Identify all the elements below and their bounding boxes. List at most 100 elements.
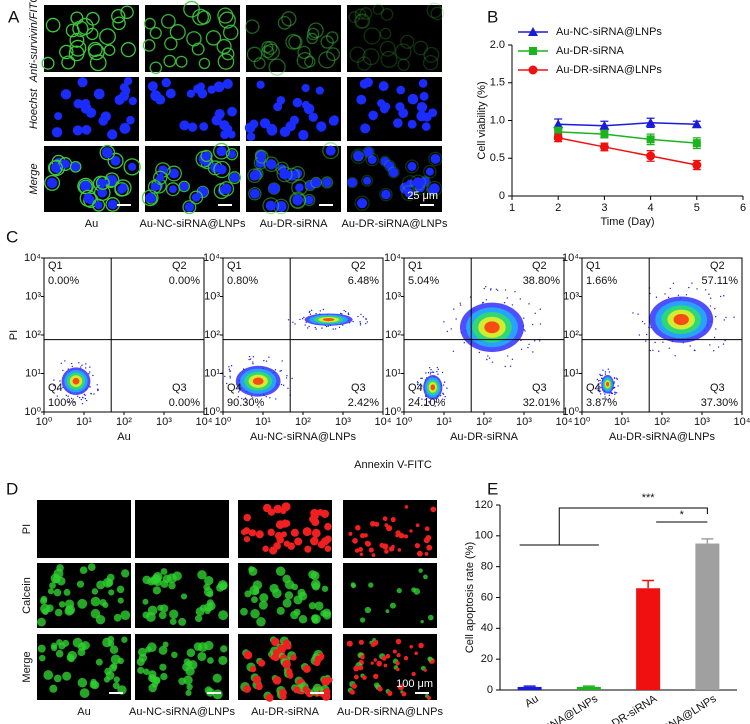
event-dot [252, 355, 255, 358]
event-dot [420, 377, 422, 380]
event-dot [478, 351, 481, 354]
event-dot [359, 322, 362, 325]
event-dot [268, 356, 270, 358]
dead-cell [386, 525, 393, 532]
event-dot [332, 328, 334, 330]
panel-label: D [6, 479, 18, 498]
cell-outline [426, 2, 443, 19]
event-dot [604, 393, 606, 395]
event-dot [719, 295, 722, 298]
event-dot [425, 372, 427, 374]
event-dot [608, 371, 611, 373]
live-cell [56, 564, 64, 572]
cell-outline [380, 50, 398, 68]
nucleus [94, 201, 103, 210]
bar [517, 686, 542, 690]
dead-cell [396, 667, 400, 672]
nucleus [347, 177, 358, 188]
nucleus [207, 85, 216, 94]
dead-cell [409, 529, 413, 533]
live-cell [37, 644, 46, 653]
event-dot [299, 318, 301, 321]
event-dot [696, 288, 698, 290]
dead-cell [255, 682, 263, 691]
cell-outline [352, 150, 364, 162]
micrograph [41, 5, 139, 72]
nucleus [97, 187, 108, 198]
live-cell [64, 606, 74, 616]
cell-outline [413, 40, 429, 56]
y-tick-label: 10⁴ [24, 252, 41, 264]
live-cell [152, 586, 162, 595]
event-dot [491, 361, 494, 363]
live-cell [186, 648, 196, 658]
event-dot [694, 349, 696, 352]
dead-cell [243, 513, 251, 522]
event-dot [632, 312, 634, 314]
quadrant-name: Q3 [710, 382, 725, 394]
dead-cell [370, 520, 376, 527]
event-dot [615, 392, 618, 394]
event-dot [511, 304, 514, 306]
event-dot [705, 289, 707, 291]
dead-cell [314, 655, 322, 663]
nucleus [191, 193, 201, 202]
event-dot [342, 324, 344, 326]
event-dot [616, 378, 618, 381]
micrograph [244, 5, 341, 76]
scale-bar-label: 25 μm [407, 190, 438, 202]
row-label: Merge [28, 163, 40, 194]
event-dot [655, 296, 658, 298]
event-dot [322, 308, 325, 311]
live-cell [89, 680, 98, 689]
event-dot [321, 327, 323, 329]
event-dot [496, 289, 499, 291]
cell-outline [218, 11, 236, 29]
event-dot [443, 381, 446, 383]
cell-outline [228, 171, 242, 185]
cell-outline [361, 174, 374, 187]
x-tick-label: 10⁰ [215, 416, 232, 428]
density [673, 314, 689, 326]
x-tick-label: 10² [295, 416, 311, 428]
x-tick-label: 10³ [694, 416, 710, 428]
event-dot [724, 339, 726, 342]
bar [576, 686, 601, 690]
event-dot [600, 387, 602, 389]
quadrant-percent: 37.30% [701, 397, 739, 409]
live-cell [275, 566, 286, 576]
live-cell [49, 582, 56, 589]
live-cell [320, 610, 327, 617]
cell-outline [277, 15, 292, 30]
nucleus [211, 115, 222, 126]
event-dot [685, 294, 688, 296]
cell-outline [254, 149, 269, 164]
live-cell [79, 688, 90, 698]
cell-outline [165, 182, 180, 197]
micrograph [44, 144, 141, 212]
y-tick-label: 10⁴ [562, 252, 579, 264]
panel-label: A [8, 7, 20, 26]
event-dot [237, 391, 240, 393]
live-cell [110, 662, 118, 670]
dead-cell [395, 661, 400, 666]
event-dot [275, 398, 277, 400]
event-dot [439, 395, 442, 397]
marker [646, 151, 656, 161]
event-dot [85, 367, 87, 369]
event-dot [495, 288, 498, 290]
nucleus [220, 130, 230, 139]
live-cell [385, 609, 390, 614]
live-cell [180, 593, 188, 600]
nucleus [425, 167, 434, 176]
cell-outline [363, 27, 381, 45]
event-dot [97, 389, 99, 392]
y-axis-label: PI [8, 330, 20, 340]
quadrant-name: Q1 [586, 260, 601, 272]
live-cell [427, 614, 434, 621]
cell-outline [144, 17, 156, 30]
live-cell [117, 597, 124, 604]
micrograph [347, 77, 442, 141]
quadrant-percent: 0.00% [169, 397, 200, 409]
x-tick-label: Au [523, 693, 541, 710]
